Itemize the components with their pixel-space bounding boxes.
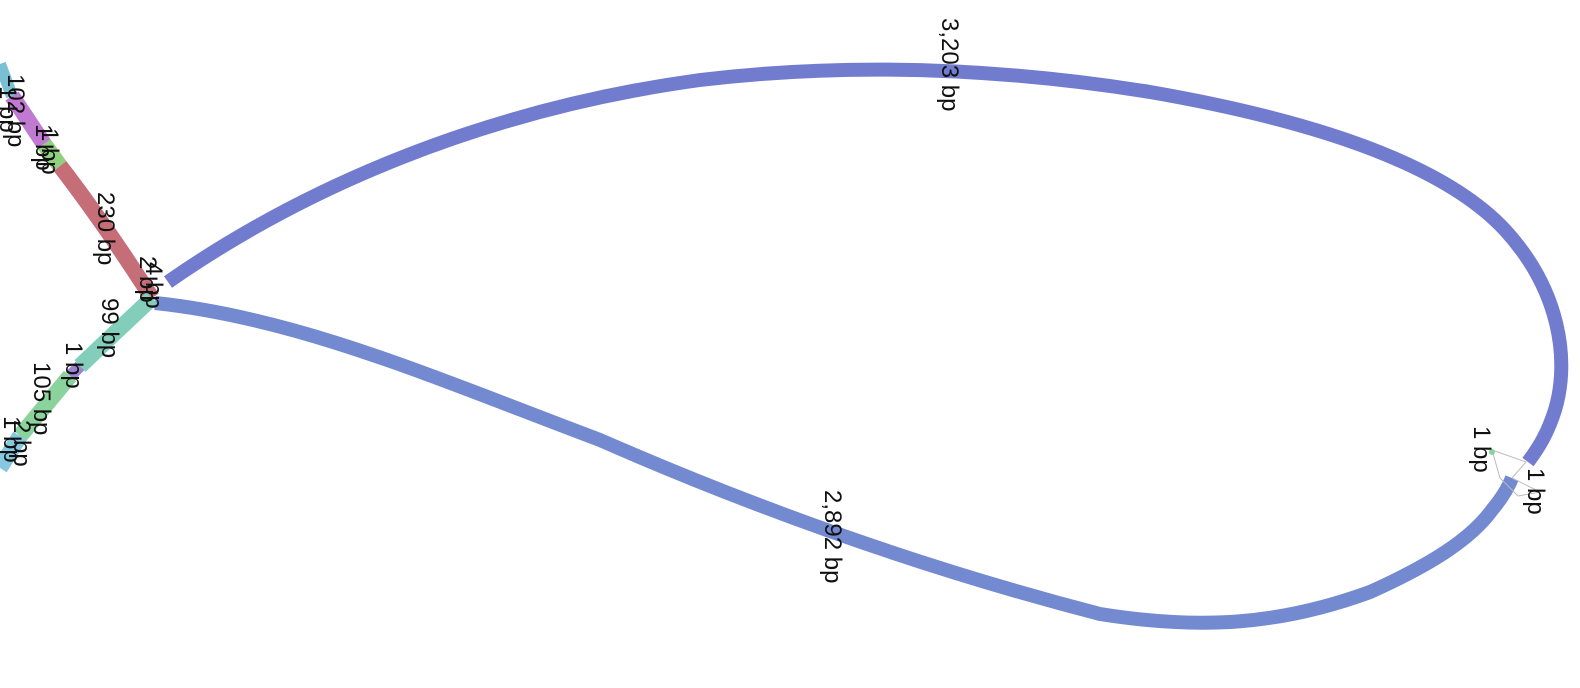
label-1bp-left-c: 1 bp <box>0 416 25 463</box>
label-2bp-b: 2 bp <box>8 420 35 467</box>
segment-1bp-f[interactable] <box>0 61 18 99</box>
label-2bp-a: 2 bp <box>134 256 161 303</box>
label-230bp: 230 bp <box>92 192 119 265</box>
segment-99bp[interactable] <box>74 292 158 372</box>
segment-1bp-junction-right[interactable] <box>1491 449 1541 497</box>
segment-3203bp[interactable] <box>163 62 1569 467</box>
label-3203bp: 3,203 bp <box>936 18 963 111</box>
label-1bp-right-b: 1 bp <box>1522 468 1549 515</box>
label-1bp-left-e: 1 bp <box>36 128 63 175</box>
label-1bp-left-d: 1 bp <box>0 86 21 133</box>
segment-1bp-e[interactable] <box>0 431 27 473</box>
label-1bp-left-a: 1 bp <box>60 342 87 389</box>
segment-1bp-b[interactable] <box>65 361 85 381</box>
label-102bp: 102 bp <box>2 74 29 147</box>
segment-2892bp[interactable] <box>154 296 1519 630</box>
label-4bp: 4 bp <box>140 262 167 309</box>
label-2892bp: 2,892 bp <box>819 490 846 583</box>
label-99bp: 99 bp <box>96 298 123 358</box>
label-105bp: 105 bp <box>28 362 55 435</box>
label-1bp-left-b: 1 bp <box>30 124 57 171</box>
junction-dot <box>1489 449 1495 455</box>
segment-102bp[interactable] <box>5 91 51 149</box>
label-1bp-right-a: 1 bp <box>1468 426 1495 473</box>
segment-105bp[interactable] <box>13 370 77 442</box>
segment-1bp-a[interactable] <box>37 139 67 171</box>
segment-230bp[interactable] <box>53 161 159 303</box>
